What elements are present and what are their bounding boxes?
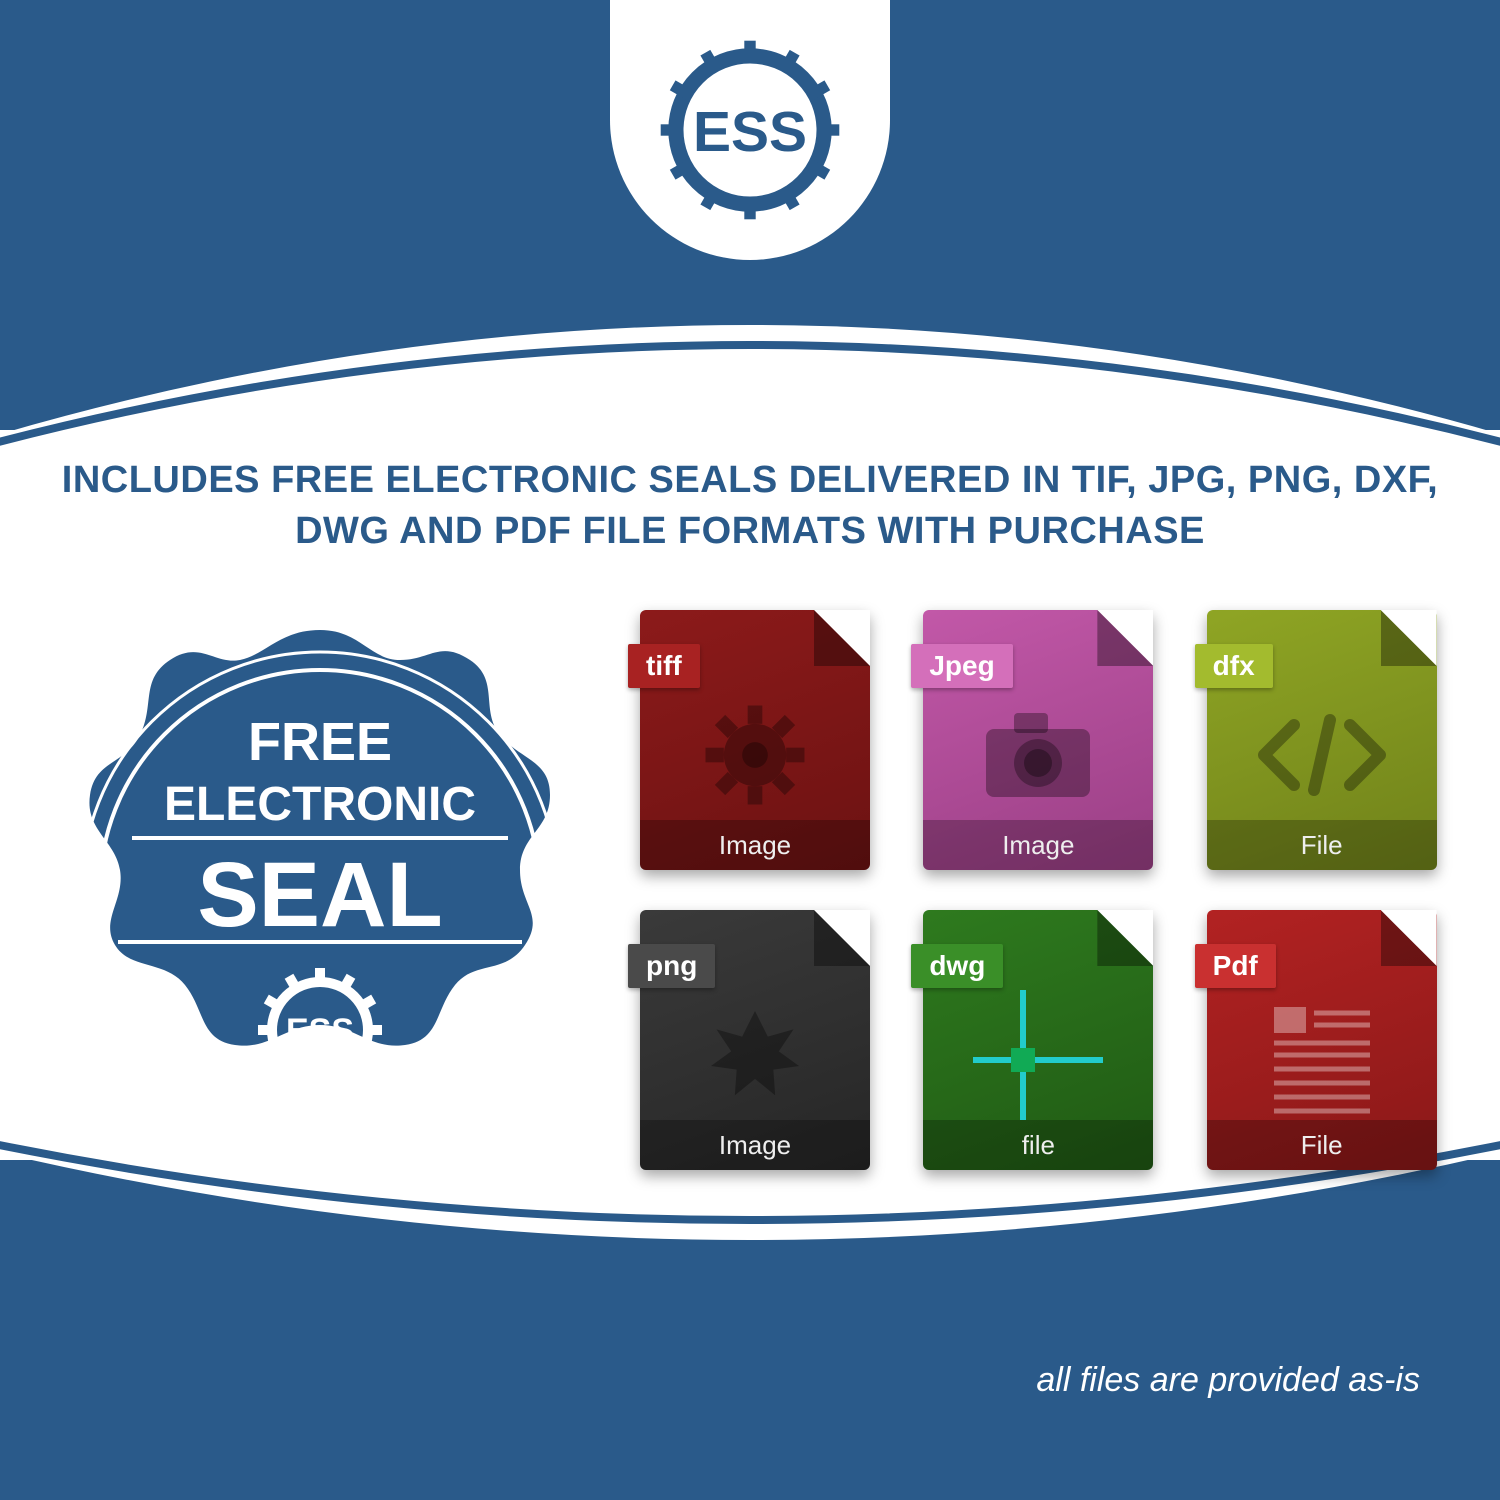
ess-gear-logo: ESS (655, 35, 845, 225)
file-category-label: Image (640, 820, 870, 870)
file-category-label: Image (923, 820, 1153, 870)
file-icon-dfx: dfx File (1207, 610, 1437, 870)
file-glyph-icon (640, 690, 870, 820)
file-icon-dwg: dwg file (923, 910, 1153, 1170)
file-format-tab: png (628, 944, 715, 988)
file-icon-pdf: Pdf File (1207, 910, 1437, 1170)
file-format-tab: tiff (628, 644, 700, 688)
file-icon-png: pngImage (640, 910, 870, 1170)
svg-text:SEAL: SEAL (197, 844, 442, 946)
disclaimer-text: all files are provided as-is (1036, 1361, 1420, 1400)
svg-text:FREE: FREE (248, 712, 392, 772)
file-format-tab: Jpeg (911, 644, 1012, 688)
file-glyph-icon (640, 990, 870, 1120)
file-glyph-icon (1207, 990, 1437, 1120)
file-category-label: File (1207, 820, 1437, 870)
file-formats-grid: tiff ImageJpeg Imagedfx FilepngImagedwg … (640, 610, 1460, 1170)
file-format-tab: Pdf (1195, 944, 1276, 988)
file-glyph-icon (923, 990, 1153, 1120)
headline-text: INCLUDES FREE ELECTRONIC SEALS DELIVERED… (60, 455, 1440, 558)
svg-text:ESS: ESS (286, 1012, 354, 1050)
content-row: FREE ELECTRONIC SEAL (40, 610, 1460, 1170)
file-format-tab: dwg (911, 944, 1003, 988)
file-format-tab: dfx (1195, 644, 1273, 688)
infographic-page: ESS INCLUDES FREE ELECTRONIC SEALS DELIV… (0, 0, 1500, 1500)
file-category-label: Image (640, 1120, 870, 1170)
file-glyph-icon (923, 690, 1153, 820)
file-icon-jpeg: Jpeg Image (923, 610, 1153, 870)
svg-text:ELECTRONIC: ELECTRONIC (164, 778, 476, 831)
file-category-label: File (1207, 1120, 1437, 1170)
seal-badge: FREE ELECTRONIC SEAL (40, 610, 600, 1170)
file-category-label: file (923, 1120, 1153, 1170)
file-glyph-icon (1207, 690, 1437, 820)
file-icon-tiff: tiff Image (640, 610, 870, 870)
svg-text:ESS: ESS (693, 100, 807, 164)
